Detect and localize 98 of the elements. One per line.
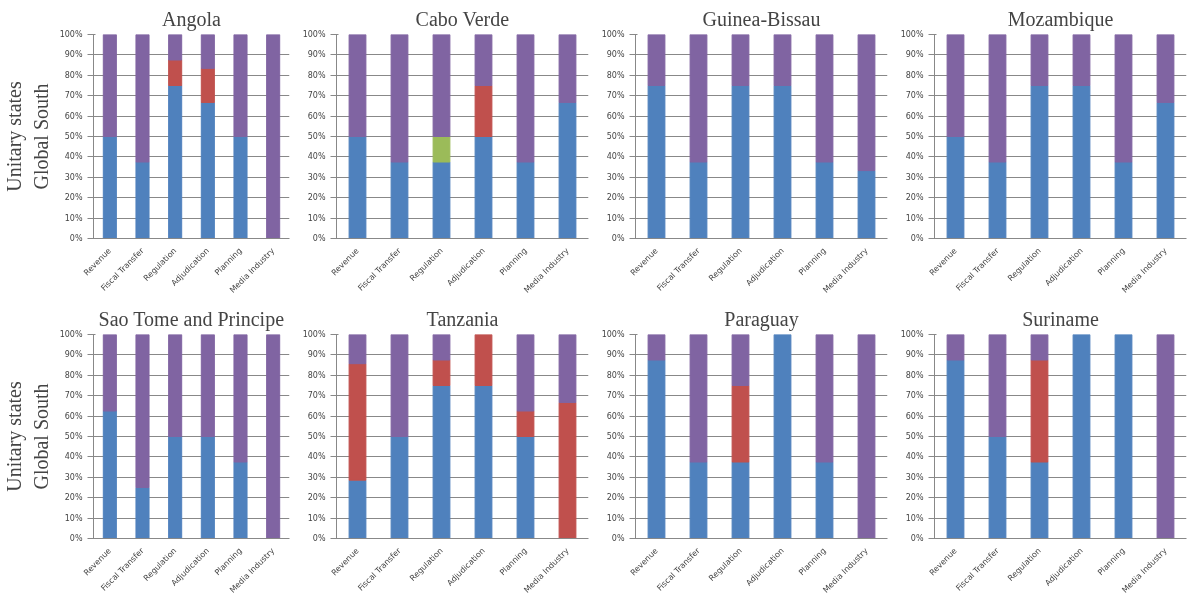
y-axis-title: Unitary states Global South [3,381,52,492]
y-tick-label: 100% [302,30,326,39]
y-tick-label: 70% [905,391,924,401]
y-tick-label: 10% [64,213,83,223]
y-tick-label: 60% [307,111,326,121]
y-tick-label: 20% [905,193,924,203]
y-tick-label: 40% [307,152,326,162]
y-tick-label: 30% [307,172,326,182]
y-tick-label: 40% [64,152,83,162]
chart-title: Cabo Verde [415,7,510,30]
chart-title: Sao Tome and Principe [98,307,285,331]
y-tick-label: 90% [905,350,924,360]
y-tick-label: 30% [905,172,924,182]
y-tick-label: 70% [606,391,625,401]
y-tick-label: 80% [307,70,326,80]
y-tick-label: 30% [606,172,625,182]
y-tick-label: 20% [905,493,924,503]
y-tick-label: 90% [307,350,326,360]
chart-title: Angola [162,7,222,31]
chart-title: Tanzania [426,307,499,330]
y-tick-label: 70% [905,91,924,101]
y-tick-label: 30% [307,472,326,482]
y-tick-label: 100% [302,330,326,339]
y-tick-label: 0% [312,234,326,243]
y-tick-label: 80% [606,370,625,380]
y-tick-label: 70% [64,91,83,101]
y-tick-label: 50% [307,132,326,141]
y-tick-label: 40% [606,152,625,162]
y-tick-label: 90% [905,50,924,60]
y-tick-label: 10% [905,213,924,223]
y-tick-label: 90% [606,50,625,60]
y-tick-label: 0% [910,234,924,243]
y-tick-label: 90% [307,50,326,60]
y-tick-label: 50% [64,132,83,141]
chart-title: Guinea-Bissau [702,7,821,30]
y-tick-label: 80% [606,70,625,80]
y-tick-label: 50% [307,432,326,441]
y-tick-label: 80% [64,370,83,380]
y-tick-label: 30% [64,172,83,182]
y-tick-label: 0% [611,234,625,243]
y-tick-label: 40% [64,452,83,462]
y-tick-label: 10% [307,513,326,523]
y-tick-label: 50% [606,132,625,141]
chart-title: Suriname [1022,307,1099,330]
y-tick-label: 80% [64,70,83,80]
y-tick-label: 100% [59,30,83,39]
y-tick-label: 80% [307,370,326,380]
y-tick-label: 60% [905,411,924,421]
y-tick-label: 70% [606,91,625,101]
y-tick-label: 0% [611,534,625,543]
y-tick-label: 0% [312,534,326,543]
y-tick-label: 20% [64,193,83,203]
chart-title: Mozambique [1007,7,1114,31]
y-tick-label: 60% [606,111,625,121]
y-tick-label: 10% [606,513,625,523]
y-tick-label: 80% [905,370,924,380]
y-tick-label: 20% [64,493,83,503]
y-tick-label: 50% [905,132,924,141]
y-tick-label: 60% [606,411,625,421]
chart-title: Paraguay [724,307,799,331]
y-tick-label: 20% [606,193,625,203]
y-tick-label: 0% [69,234,83,243]
y-tick-label: 20% [606,493,625,503]
y-tick-label: 100% [900,330,924,339]
y-tick-label: 40% [905,452,924,462]
y-tick-label: 20% [307,493,326,503]
y-tick-label: 100% [601,330,625,339]
y-tick-label: 10% [606,213,625,223]
y-tick-label: 10% [905,513,924,523]
y-tick-label: 30% [64,472,83,482]
y-tick-label: 10% [64,513,83,523]
y-tick-label: 100% [601,30,625,39]
y-tick-label: 40% [905,152,924,162]
y-tick-label: 40% [606,452,625,462]
y-tick-label: 70% [307,91,326,101]
y-tick-label: 30% [905,472,924,482]
y-tick-label: 70% [307,391,326,401]
y-tick-label: 90% [64,350,83,360]
y-tick-label: 60% [64,411,83,421]
y-tick-label: 0% [69,534,83,543]
y-tick-label: 60% [905,111,924,121]
y-tick-label: 90% [606,350,625,360]
y-tick-label: 100% [900,30,924,39]
y-tick-label: 20% [307,193,326,203]
y-axis-title: Unitary states Global South [3,81,52,192]
y-tick-label: 50% [64,432,83,441]
y-tick-label: 50% [905,432,924,441]
y-tick-label: 70% [64,391,83,401]
y-tick-label: 100% [59,330,83,339]
y-tick-label: 0% [910,534,924,543]
y-tick-label: 60% [307,411,326,421]
y-tick-label: 10% [307,213,326,223]
y-tick-label: 90% [64,50,83,60]
y-tick-label: 30% [606,472,625,482]
y-tick-label: 60% [64,111,83,121]
y-tick-label: 40% [307,452,326,462]
y-tick-label: 80% [905,70,924,80]
y-tick-label: 50% [606,432,625,441]
